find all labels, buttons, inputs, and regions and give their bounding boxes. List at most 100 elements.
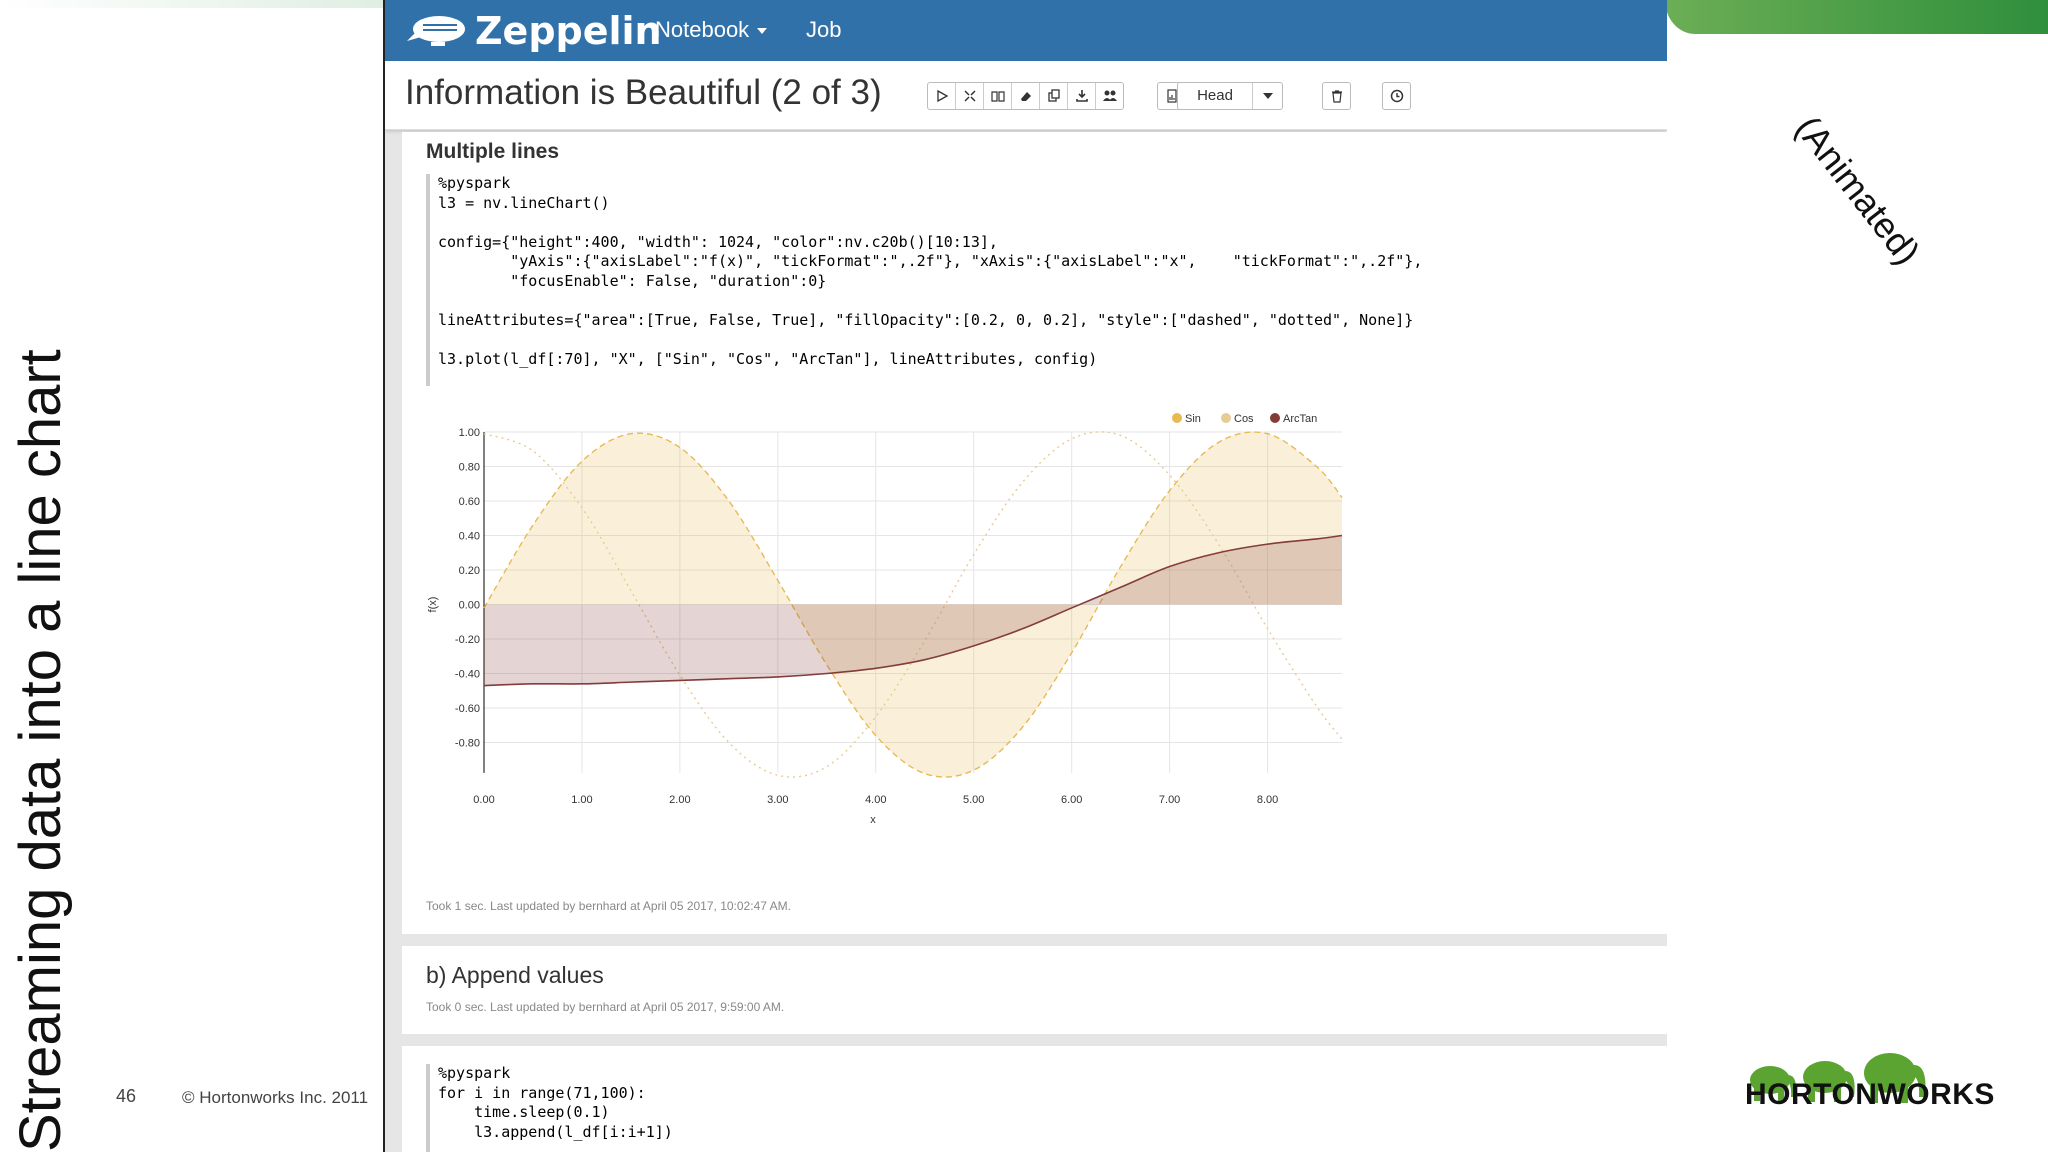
- clone-icon: [1047, 89, 1060, 102]
- series-area-arctan: [484, 535, 1342, 686]
- code-line: for i in range(71,100):: [438, 1083, 646, 1102]
- y-tick-label: -0.20: [455, 634, 480, 646]
- delete-note-toolbar: [1322, 82, 1351, 110]
- legend-swatch: [1172, 413, 1182, 423]
- trash-icon: [1331, 90, 1342, 103]
- code-line: [438, 213, 1422, 233]
- play-icon: [936, 89, 948, 103]
- chevron-down-icon: [1253, 83, 1282, 109]
- scheduler-toolbar: [1382, 82, 1411, 110]
- zeppelin-logo-icon: [407, 16, 465, 46]
- brand[interactable]: Zeppelin: [405, 8, 662, 54]
- scheduler-button[interactable]: [1383, 83, 1410, 109]
- code-line: [438, 291, 1422, 311]
- hortonworks-elephants-icon: [1750, 1053, 1926, 1103]
- navbar: Zeppelin Notebook Job: [385, 0, 1667, 61]
- permissions-button[interactable]: [1096, 83, 1123, 109]
- slide-number: 46: [116, 1086, 137, 1106]
- y-tick-label: 0.00: [459, 600, 480, 612]
- notebook-title[interactable]: Information is Beautiful (2 of 3): [405, 73, 882, 112]
- x-tick-label: 5.00: [963, 794, 984, 806]
- y-tick-label: 0.40: [459, 531, 480, 543]
- download-icon: [1075, 90, 1088, 102]
- code-line: [438, 330, 1422, 350]
- series-area-sin: [484, 432, 1342, 778]
- paragraph-title: Multiple lines: [426, 140, 560, 163]
- y-tick-label: 0.60: [459, 496, 480, 508]
- series-line-arctan: [483, 534, 1343, 687]
- y-tick-label: -0.40: [455, 669, 480, 681]
- x-axis-label: x: [870, 814, 876, 826]
- clear-output-button[interactable]: [1012, 83, 1040, 109]
- code-line: l3.plot(l_df[:70], "X", ["Sin", "Cos", "…: [438, 349, 1098, 368]
- animated-note: (Animated): [1787, 108, 1929, 272]
- y-tick-label: 0.20: [459, 565, 480, 577]
- y-tick-label: 0.80: [459, 462, 480, 474]
- paragraph-title: b) Append values: [426, 962, 604, 988]
- code-line: "focusEnable": False, "duration":0}: [438, 271, 827, 290]
- x-tick-label: 0.00: [473, 794, 494, 806]
- x-tick-label: 6.00: [1061, 794, 1082, 806]
- nav-notebook-dropdown[interactable]: Notebook: [655, 17, 768, 43]
- slide-vertical-title: Streaming data into a line chart: [8, 349, 73, 1152]
- paragraph-status: Took 1 sec. Last updated by bernhard at …: [426, 899, 791, 913]
- slide-top-accent-right: [1665, 0, 2048, 34]
- code-line: l3.append(l_df[i:i+1]): [438, 1122, 673, 1141]
- delete-note-button[interactable]: [1323, 83, 1350, 109]
- y-tick-label: -0.60: [455, 703, 480, 715]
- code-editor[interactable]: %pyspark for i in range(71,100): time.sle…: [426, 1064, 673, 1152]
- y-axis-label: f(x): [427, 597, 439, 613]
- paragraph-status: Took 0 sec. Last updated by bernhard at …: [426, 1000, 785, 1014]
- paragraph-append-code[interactable]: %pyspark for i in range(71,100): time.sle…: [402, 1046, 1667, 1152]
- code-line: "yAxis":{"axisLabel":"f(x)", "tickFormat…: [438, 252, 1423, 270]
- book-icon: [990, 91, 1005, 102]
- hortonworks-logo-text: HORTONWORKS: [1745, 1078, 1995, 1111]
- copyright-text: © Hortonworks Inc. 2011: [182, 1088, 369, 1107]
- legend-swatch: [1221, 413, 1231, 423]
- users-icon: [1102, 90, 1117, 101]
- x-tick-label: 4.00: [865, 794, 886, 806]
- code-line: %pyspark: [438, 174, 511, 192]
- x-tick-label: 1.00: [571, 794, 592, 806]
- report-icon: [1166, 89, 1177, 103]
- paragraph-multiple-lines[interactable]: Multiple lines %pyspark l3 = nv.lineChart…: [402, 132, 1667, 934]
- code-line: config={"height":400, "width": 1024, "co…: [438, 232, 998, 251]
- series-line-cos: [483, 431, 1343, 778]
- clock-icon: [1390, 89, 1403, 103]
- x-tick-label: 8.00: [1257, 794, 1278, 806]
- code-line: l3 = nv.lineChart(): [438, 193, 610, 212]
- series-line-sin: [483, 431, 1343, 778]
- run-all-button[interactable]: [928, 83, 956, 109]
- legend-swatch: [1270, 413, 1280, 423]
- slide-top-accent-left: [0, 0, 383, 8]
- revision-select[interactable]: Head: [1177, 82, 1283, 110]
- y-tick-label: 1.00: [459, 427, 480, 439]
- notebook-header: Information is Beautiful (2 of 3) Head: [385, 61, 1667, 130]
- y-tick-label: -0.80: [455, 738, 480, 750]
- legend-label-sin: Sin: [1185, 413, 1201, 425]
- nav-job[interactable]: Job: [806, 17, 842, 42]
- export-button[interactable]: [1068, 83, 1096, 109]
- legend-label-cos: Cos: [1234, 413, 1254, 425]
- hide-code-icon: [963, 90, 976, 102]
- clone-button[interactable]: [1040, 83, 1068, 109]
- paragraph-append-values[interactable]: b) Append values Took 0 sec. Last update…: [402, 946, 1667, 1034]
- code-line: time.sleep(0.1): [438, 1103, 610, 1121]
- code-editor[interactable]: %pyspark l3 = nv.lineChart() config={"hei…: [426, 174, 1422, 386]
- legend-label-arctan: ArcTan: [1283, 413, 1317, 425]
- brand-name: Zeppelin: [475, 9, 662, 53]
- zeppelin-window: Zeppelin Notebook Job Information is Bea…: [383, 0, 1667, 1152]
- x-tick-label: 3.00: [767, 794, 788, 806]
- revision-select-value: Head: [1178, 83, 1253, 109]
- eraser-icon: [1020, 92, 1031, 101]
- x-tick-label: 7.00: [1159, 794, 1180, 806]
- nav-notebook-label: Notebook: [655, 17, 750, 42]
- line-chart[interactable]: 0.00 1.00 2.00 3.00 4.00 5.00 6.00 7.00 8.00 1.00…: [402, 402, 1402, 852]
- code-line: lineAttributes={"area":[True, False, Tru…: [438, 310, 1414, 329]
- code-line: %pyspark: [438, 1064, 511, 1082]
- notebook-actions-toolbar: [927, 82, 1124, 110]
- hide-code-button[interactable]: [956, 83, 984, 109]
- x-tick-label: 2.00: [669, 794, 690, 806]
- chevron-down-icon: [757, 28, 768, 35]
- hide-output-button[interactable]: [984, 83, 1012, 109]
